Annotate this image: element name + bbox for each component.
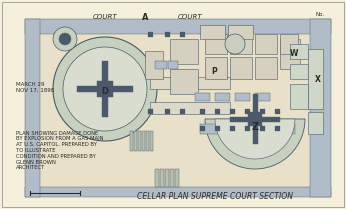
Text: COURT: COURT — [93, 14, 117, 20]
Bar — [275, 124, 295, 134]
Circle shape — [63, 47, 147, 131]
Bar — [308, 112, 323, 134]
Text: MARCH 29
NOV 17, 1898: MARCH 29 NOV 17, 1898 — [16, 82, 54, 93]
Bar — [235, 93, 250, 101]
Bar — [150, 77, 230, 89]
Circle shape — [53, 37, 157, 141]
Bar — [230, 57, 252, 79]
Bar — [195, 93, 210, 101]
Text: D: D — [101, 87, 109, 96]
Bar — [168, 61, 178, 69]
Bar — [25, 187, 331, 197]
Circle shape — [225, 34, 245, 54]
Wedge shape — [215, 119, 295, 159]
Text: W: W — [290, 50, 298, 59]
Bar — [130, 131, 133, 151]
Text: No.: No. — [316, 11, 325, 17]
Text: Z: Z — [252, 122, 258, 132]
Bar — [165, 109, 170, 114]
Bar — [148, 32, 153, 37]
Bar — [290, 84, 308, 109]
Text: PLAN SHOWING DAMAGE DONE
BY EXPLOSION FROM A GAS MAIN
AT U.S. CAPITOL. PREPARED : PLAN SHOWING DAMAGE DONE BY EXPLOSION FR… — [16, 131, 103, 170]
Bar — [260, 109, 265, 114]
Text: CELLAR PLAN SUPREME COURT SECTION: CELLAR PLAN SUPREME COURT SECTION — [137, 192, 292, 201]
Bar — [275, 126, 280, 131]
Bar — [146, 131, 149, 151]
Bar — [138, 131, 141, 151]
Text: P: P — [211, 66, 217, 75]
Bar — [77, 86, 133, 92]
Bar — [170, 169, 174, 187]
Bar — [230, 116, 280, 121]
Bar — [230, 126, 235, 131]
Bar — [142, 131, 145, 151]
Bar — [155, 61, 167, 69]
Bar — [255, 34, 277, 54]
Bar — [155, 169, 159, 187]
Bar — [25, 19, 331, 197]
Bar — [248, 112, 262, 126]
Bar — [260, 126, 265, 131]
Bar — [225, 124, 245, 134]
Bar — [25, 19, 331, 34]
Circle shape — [53, 27, 77, 51]
Bar — [215, 126, 220, 131]
Bar — [253, 94, 257, 144]
Bar — [228, 25, 253, 39]
Bar — [180, 109, 185, 114]
Bar — [290, 44, 308, 59]
Bar — [180, 32, 185, 37]
Wedge shape — [205, 119, 305, 169]
Bar — [280, 39, 300, 69]
Bar — [215, 93, 230, 101]
Bar — [97, 81, 113, 97]
Bar — [134, 131, 137, 151]
Bar — [145, 51, 163, 79]
Bar — [165, 169, 169, 187]
Bar — [170, 39, 198, 64]
Bar — [200, 109, 205, 114]
Text: A: A — [142, 13, 148, 22]
Bar — [102, 61, 108, 117]
Text: X: X — [315, 74, 321, 84]
Bar — [250, 124, 270, 134]
Bar — [215, 109, 220, 114]
Bar — [310, 19, 331, 197]
Bar — [255, 93, 270, 101]
Bar — [275, 109, 280, 114]
Bar — [245, 126, 250, 131]
Bar — [150, 102, 230, 114]
Bar — [230, 109, 235, 114]
Text: COURT: COURT — [178, 14, 202, 20]
Bar — [160, 169, 164, 187]
Bar — [280, 34, 298, 54]
Bar — [255, 57, 277, 79]
Bar — [175, 169, 179, 187]
Circle shape — [59, 33, 71, 45]
Bar — [200, 25, 225, 39]
Bar — [148, 109, 153, 114]
Bar — [170, 69, 198, 94]
Bar — [200, 124, 220, 134]
Bar — [230, 34, 252, 54]
Bar — [205, 34, 227, 54]
Bar — [205, 57, 227, 79]
Bar — [150, 131, 153, 151]
Bar — [290, 64, 308, 79]
Bar — [165, 32, 170, 37]
Bar — [25, 19, 40, 197]
Bar — [308, 49, 323, 109]
Bar — [245, 109, 250, 114]
Bar — [200, 126, 205, 131]
